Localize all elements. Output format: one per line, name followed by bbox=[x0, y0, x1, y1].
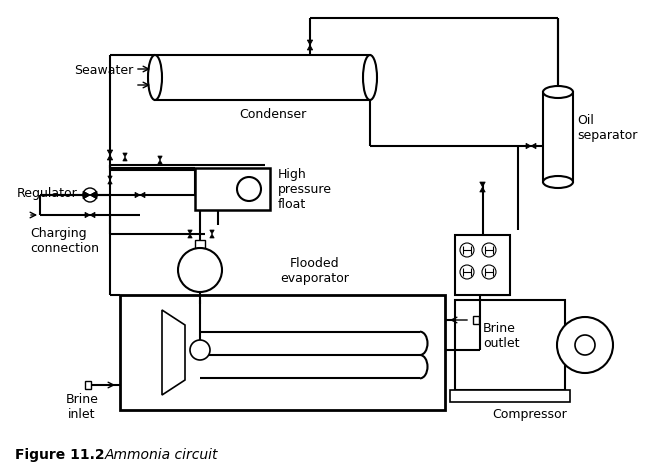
Bar bbox=[120, 295, 445, 410]
Polygon shape bbox=[84, 192, 90, 198]
Polygon shape bbox=[188, 234, 192, 238]
Polygon shape bbox=[480, 182, 486, 187]
Polygon shape bbox=[107, 150, 112, 155]
Bar bbox=[195, 168, 270, 210]
Polygon shape bbox=[210, 234, 215, 238]
Text: High
pressure
float: High pressure float bbox=[278, 168, 332, 211]
Polygon shape bbox=[531, 143, 536, 149]
Polygon shape bbox=[480, 187, 486, 192]
Polygon shape bbox=[158, 156, 162, 160]
Text: Condenser: Condenser bbox=[239, 108, 306, 121]
Polygon shape bbox=[108, 180, 112, 184]
Polygon shape bbox=[188, 230, 192, 234]
Bar bbox=[195, 240, 205, 248]
Ellipse shape bbox=[543, 86, 573, 98]
Text: Oil
separator: Oil separator bbox=[577, 114, 638, 142]
Polygon shape bbox=[83, 191, 90, 199]
Ellipse shape bbox=[363, 55, 377, 100]
Ellipse shape bbox=[148, 55, 162, 100]
Polygon shape bbox=[123, 157, 127, 161]
Circle shape bbox=[178, 248, 222, 292]
Text: Compressor: Compressor bbox=[493, 408, 567, 421]
Polygon shape bbox=[107, 155, 112, 160]
Circle shape bbox=[460, 265, 474, 279]
Circle shape bbox=[482, 265, 496, 279]
Text: Seawater: Seawater bbox=[73, 64, 133, 78]
Text: Brine
outlet: Brine outlet bbox=[483, 322, 519, 350]
Circle shape bbox=[460, 243, 474, 257]
Polygon shape bbox=[526, 143, 531, 149]
Circle shape bbox=[557, 317, 613, 373]
Bar bbox=[455, 300, 565, 390]
Text: Ammonia circuit: Ammonia circuit bbox=[105, 448, 218, 462]
Polygon shape bbox=[162, 310, 185, 395]
Text: Figure 11.2: Figure 11.2 bbox=[15, 448, 105, 462]
Polygon shape bbox=[90, 191, 97, 199]
Bar bbox=[85, 381, 91, 389]
Polygon shape bbox=[108, 176, 112, 180]
Bar bbox=[543, 92, 573, 182]
Polygon shape bbox=[123, 153, 127, 157]
Ellipse shape bbox=[543, 176, 573, 188]
Text: Charging
connection: Charging connection bbox=[30, 227, 99, 255]
Polygon shape bbox=[135, 192, 140, 198]
Polygon shape bbox=[158, 160, 162, 164]
Bar bbox=[455, 235, 510, 295]
Polygon shape bbox=[90, 192, 96, 198]
Bar bbox=[155, 55, 370, 100]
Circle shape bbox=[482, 243, 496, 257]
Polygon shape bbox=[85, 212, 90, 218]
Circle shape bbox=[237, 177, 261, 201]
Circle shape bbox=[83, 188, 97, 202]
Polygon shape bbox=[307, 45, 313, 50]
Circle shape bbox=[190, 340, 210, 360]
Text: Brine
inlet: Brine inlet bbox=[66, 393, 98, 421]
Text: Regulator: Regulator bbox=[18, 187, 78, 199]
Circle shape bbox=[575, 335, 595, 355]
Polygon shape bbox=[90, 212, 95, 218]
Bar bbox=[473, 316, 479, 324]
Polygon shape bbox=[307, 40, 313, 45]
Bar bbox=[450, 390, 570, 402]
Polygon shape bbox=[140, 192, 145, 198]
Polygon shape bbox=[210, 230, 215, 234]
Text: Flooded
evaporator: Flooded evaporator bbox=[281, 257, 350, 285]
